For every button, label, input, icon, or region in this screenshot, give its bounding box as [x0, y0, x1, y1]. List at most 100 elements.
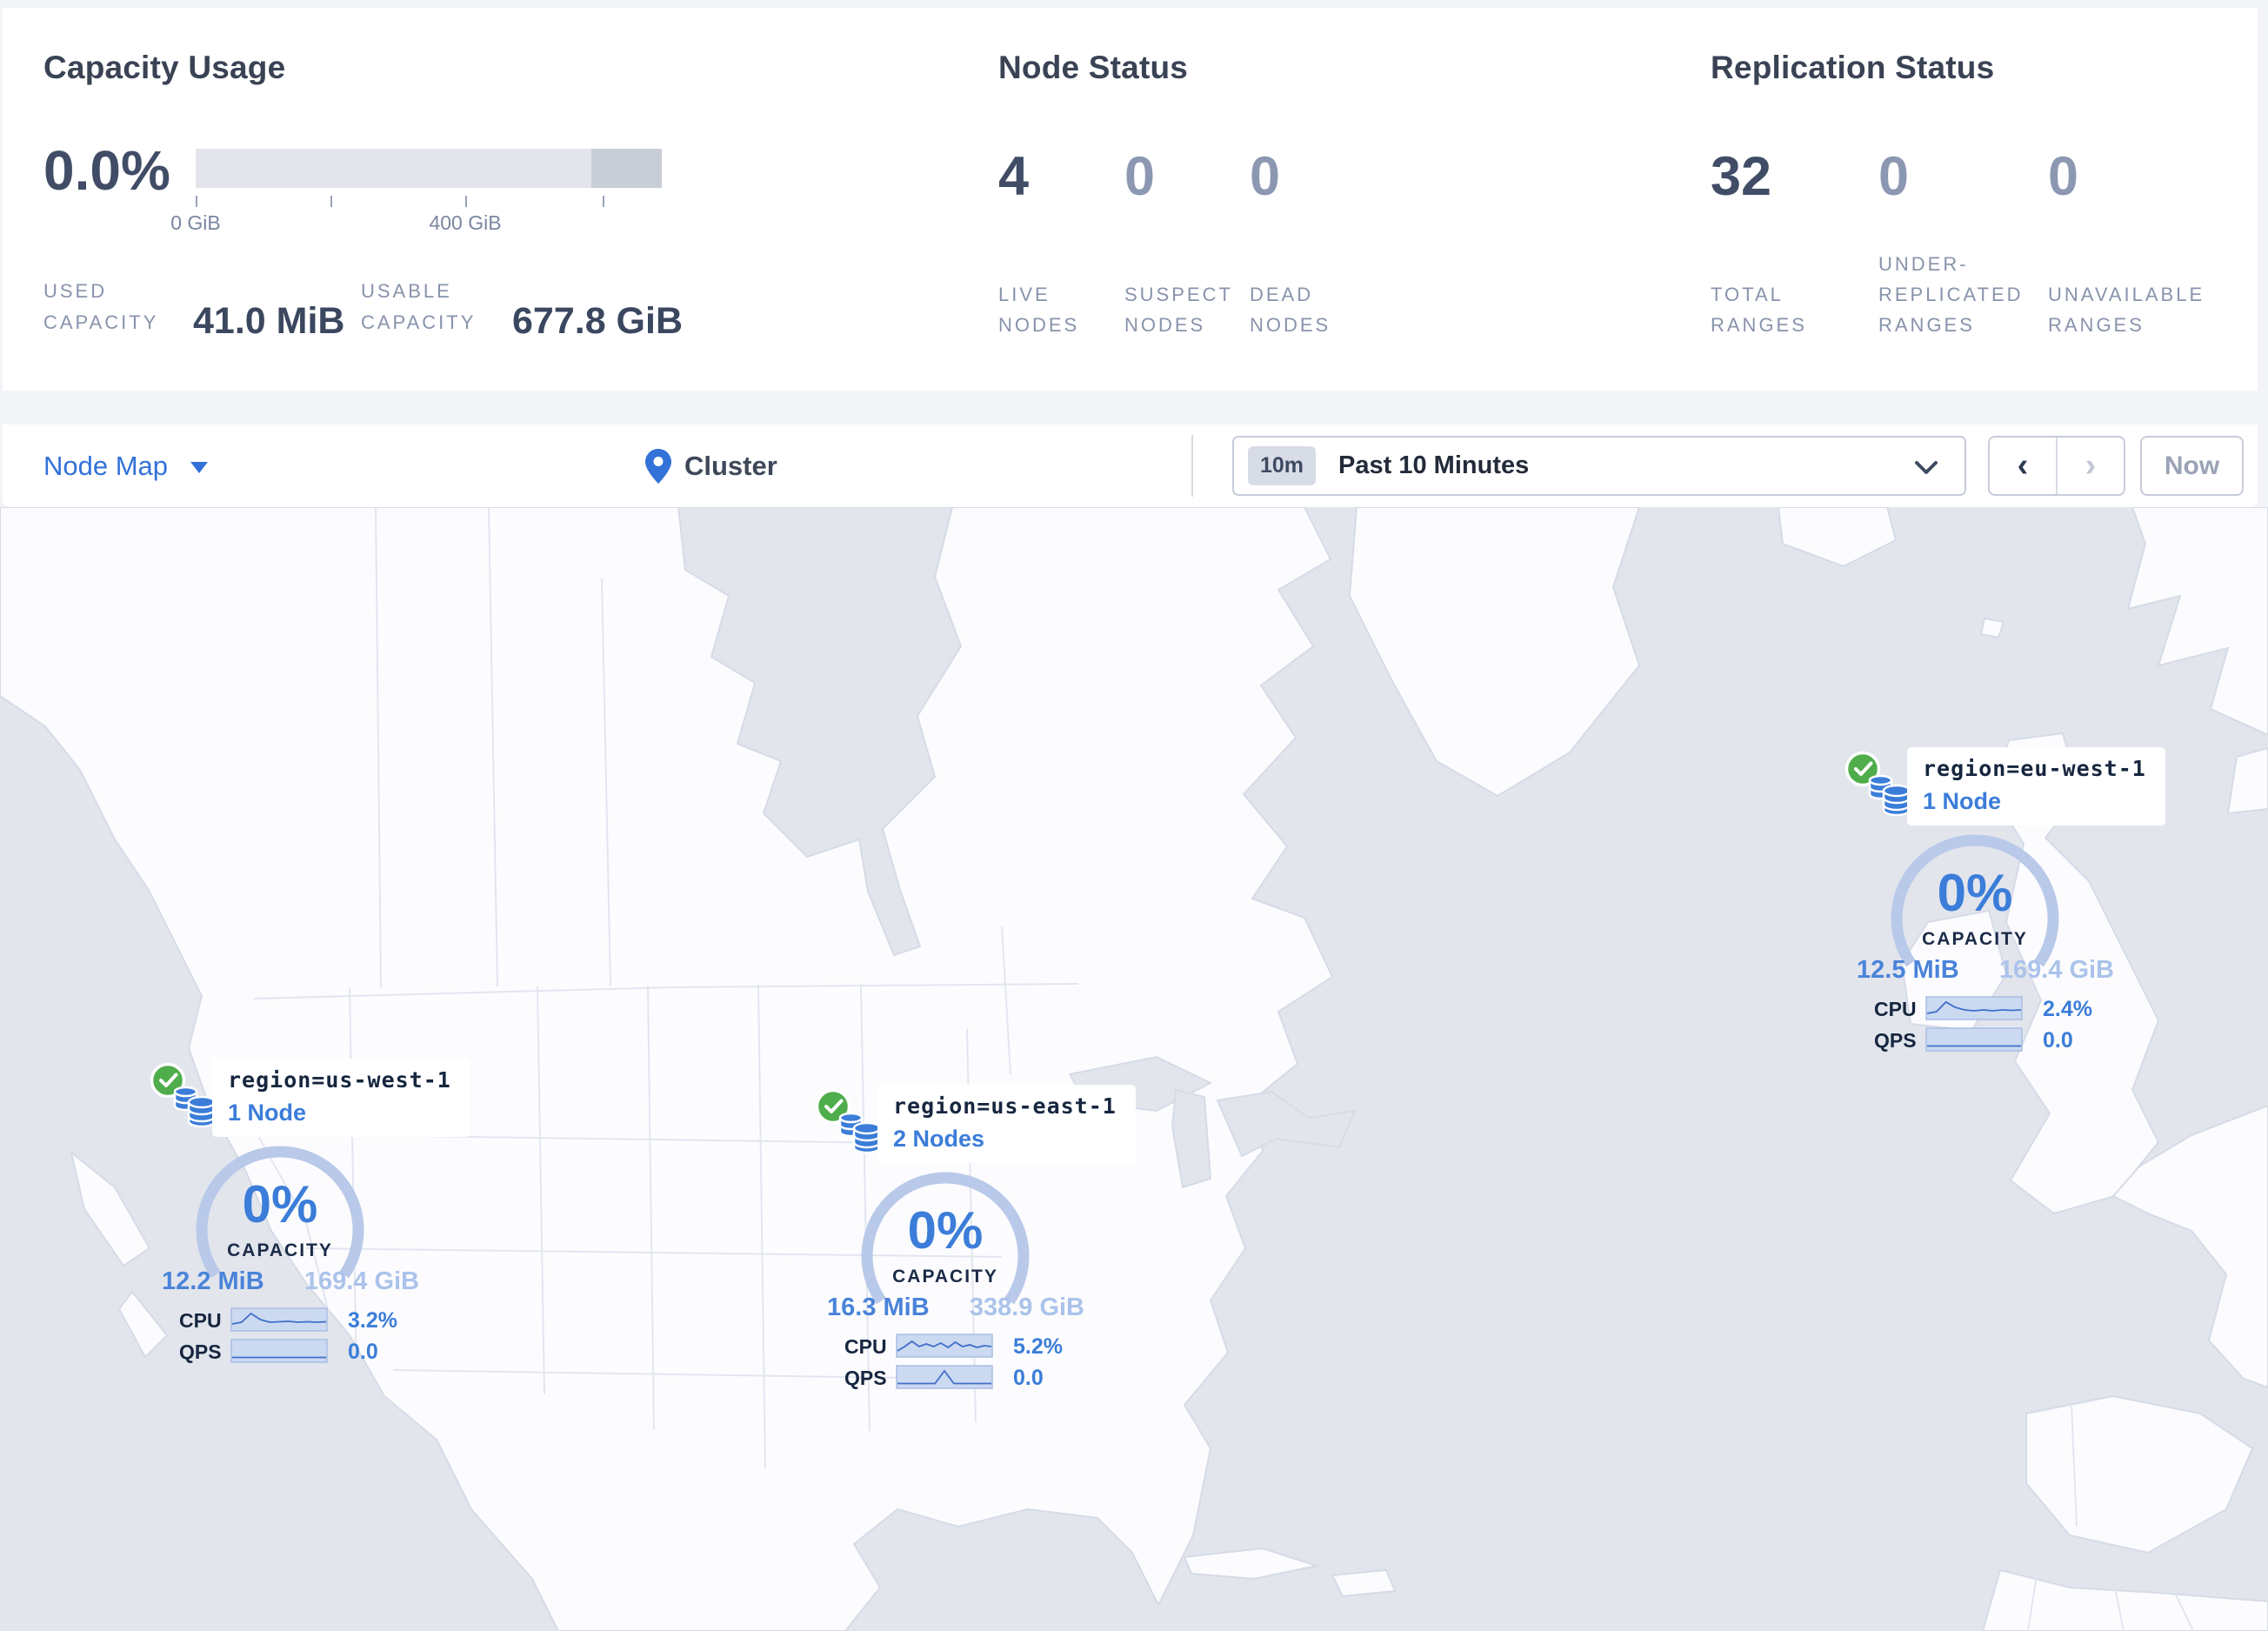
gauge-percent: 0%	[1937, 864, 2013, 922]
capacity-bar	[196, 149, 662, 188]
capacity-gauge: 0% CAPACITY	[858, 1169, 1032, 1343]
unavailable-ranges-label: UNAVAILABLE RANGES	[2048, 284, 2205, 336]
gauge-arc-icon	[861, 1172, 1030, 1305]
healthy-check-icon	[815, 1088, 851, 1125]
map-pin-icon	[645, 448, 671, 484]
used-capacity-label: USED CAPACITY	[43, 280, 159, 333]
map-toolbar: Node Map Cluster 10m Past 10 Minutes ‹ ›…	[3, 424, 2258, 507]
cpu-value: 3.2%	[348, 1308, 397, 1333]
replication-status-title: Replication Status	[1711, 50, 1995, 85]
time-range-label: Past 10 Minutes	[1338, 451, 1530, 479]
world-map-canvas	[0, 507, 2268, 1631]
capacity-tick	[465, 196, 467, 207]
caret-down-icon	[190, 462, 209, 473]
unavailable-ranges-count: 0	[2048, 146, 2079, 207]
capacity-usage-title: Capacity Usage	[43, 50, 286, 85]
qps-sparkline	[1925, 1027, 2023, 1052]
cpu-label: CPU	[844, 1335, 887, 1358]
live-nodes-label: LIVE NODES	[998, 284, 1080, 336]
cluster-stats-panel: Capacity Usage 0.0% 0 GiB 400 GiB USED C…	[3, 8, 2258, 391]
capacity-percent: 0.0%	[43, 139, 170, 202]
qps-label: QPS	[1874, 1029, 1917, 1052]
region-used-capacity: 12.2 MiB	[162, 1267, 264, 1295]
suspect-nodes-label: SUSPECT NODES	[1124, 284, 1233, 336]
gauge-capacity-label: CAPACITY	[892, 1267, 998, 1287]
node-status-title: Node Status	[998, 50, 1189, 85]
cpu-label: CPU	[1874, 998, 1917, 1020]
region-usable-capacity: 338.9 GiB	[969, 1293, 1084, 1321]
healthy-check-icon	[1844, 751, 1881, 787]
capacity-tick	[330, 196, 332, 207]
world-map: region=us-west-1 1 Node 0% CAPACITY 12.2…	[0, 507, 2268, 1631]
qps-value: 0.0	[2043, 1028, 2073, 1053]
toolbar-divider	[1191, 435, 1193, 497]
breadcrumb[interactable]: Cluster	[644, 424, 777, 507]
cpu-label: CPU	[179, 1309, 222, 1332]
view-mode-dropdown[interactable]: Node Map	[43, 424, 209, 507]
used-capacity-value: 41.0 MiB	[193, 300, 345, 342]
cpu-value: 2.4%	[2043, 997, 2092, 1021]
cpu-sparkline	[896, 1334, 993, 1358]
gauge-arc-icon	[1891, 834, 2059, 967]
chevron-down-icon	[1915, 461, 1938, 474]
region-marker-us-west-1[interactable]: region=us-west-1 1 Node 0% CAPACITY 12.2…	[150, 1059, 470, 1372]
capacity-tick	[603, 196, 604, 207]
suspect-nodes-count: 0	[1124, 146, 1156, 207]
usable-capacity-value: 677.8 GiB	[512, 300, 683, 342]
gauge-capacity-label: CAPACITY	[1922, 929, 2028, 949]
dead-nodes-label: DEAD NODES	[1250, 284, 1331, 336]
dead-nodes-count: 0	[1250, 146, 1281, 207]
region-marker-us-east-1[interactable]: region=us-east-1 2 Nodes 0% CAPACITY 16.…	[815, 1085, 1136, 1398]
capacity-tick	[196, 196, 197, 207]
total-ranges-count: 32	[1711, 146, 1772, 207]
time-prev-button[interactable]: ‹	[1990, 438, 2058, 494]
time-now-button[interactable]: Now	[2140, 436, 2244, 496]
capacity-tick-label-0: 0 GiB	[170, 211, 221, 234]
region-node-count: 1 Node	[1923, 788, 2002, 814]
gauge-arc-icon	[196, 1146, 364, 1279]
gauge-percent: 0%	[242, 1175, 318, 1233]
qps-value: 0.0	[1013, 1366, 1044, 1390]
capacity-tick-label-400: 400 GiB	[429, 211, 502, 234]
region-label-plate: region=us-east-1 2 Nodes	[877, 1085, 1136, 1163]
region-name: region=us-east-1	[893, 1093, 1117, 1119]
cpu-sparkline	[1925, 996, 2023, 1020]
region-name: region=eu-west-1	[1923, 756, 2146, 781]
capacity-gauge: 0% CAPACITY	[193, 1143, 367, 1317]
region-label-plate: region=us-west-1 1 Node	[212, 1059, 470, 1137]
region-usable-capacity: 169.4 GiB	[304, 1267, 419, 1295]
region-used-capacity: 12.5 MiB	[1857, 956, 1959, 984]
total-ranges-label: TOTAL RANGES	[1711, 284, 1807, 336]
cpu-value: 5.2%	[1013, 1334, 1063, 1359]
gauge-percent: 0%	[907, 1201, 984, 1260]
database-icon	[838, 1112, 882, 1154]
time-nav-group: ‹ ›	[1988, 436, 2125, 496]
region-label-plate: region=eu-west-1 1 Node	[1907, 747, 2165, 826]
database-icon	[173, 1086, 217, 1128]
region-name: region=us-west-1	[228, 1067, 451, 1093]
region-usable-capacity: 169.4 GiB	[1998, 956, 2114, 984]
live-nodes-count: 4	[998, 146, 1030, 207]
cpu-sparkline	[230, 1307, 328, 1332]
qps-sparkline	[230, 1339, 328, 1363]
qps-label: QPS	[844, 1367, 887, 1389]
usable-capacity-label: USABLE CAPACITY	[361, 280, 477, 333]
breadcrumb-cluster-label: Cluster	[684, 450, 777, 481]
under-replicated-ranges-count: 0	[1878, 146, 1910, 207]
time-next-button[interactable]: ›	[2085, 447, 2097, 484]
capacity-bar-reserved-segment	[591, 149, 662, 188]
healthy-check-icon	[150, 1062, 186, 1099]
under-replicated-ranges-label: UNDER-REPLICATED RANGES	[1878, 253, 2024, 336]
region-node-count: 2 Nodes	[893, 1126, 985, 1152]
time-range-dropdown[interactable]: 10m Past 10 Minutes	[1232, 436, 1966, 496]
qps-label: QPS	[179, 1340, 222, 1363]
database-icon	[1868, 774, 1911, 817]
region-marker-eu-west-1[interactable]: region=eu-west-1 1 Node 0% CAPACITY 12.5…	[1844, 747, 2165, 1060]
region-used-capacity: 16.3 MiB	[827, 1293, 930, 1321]
capacity-gauge: 0% CAPACITY	[1888, 832, 2062, 1006]
qps-sparkline	[896, 1365, 993, 1389]
qps-value: 0.0	[348, 1340, 378, 1364]
view-mode-label: Node Map	[43, 450, 169, 481]
gauge-capacity-label: CAPACITY	[227, 1240, 333, 1260]
